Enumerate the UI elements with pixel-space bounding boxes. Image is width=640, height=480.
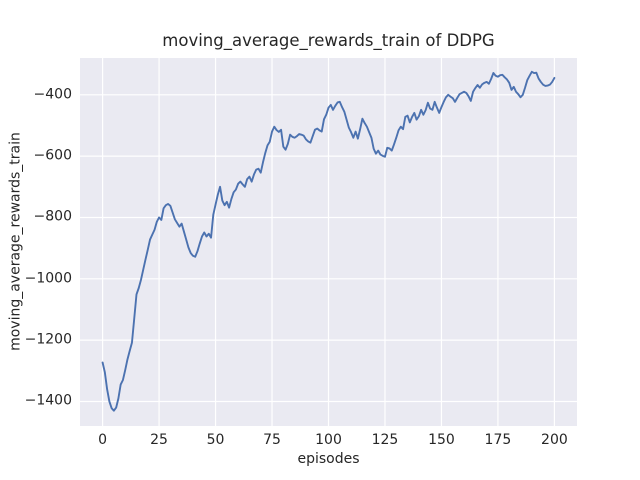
x-tick-label: 0	[98, 432, 108, 448]
chart-title: moving_average_rewards_train of DDPG	[162, 31, 495, 50]
y-axis-label: moving_average_rewards_train	[7, 132, 24, 351]
y-tick-label: −1200	[24, 331, 72, 348]
x-tick-label: 125	[371, 432, 399, 448]
x-tick-label: 100	[315, 432, 342, 448]
data-line	[101, 70, 556, 412]
y-tick-label: −1400	[24, 392, 72, 409]
y-tick-label: −400	[33, 86, 72, 103]
x-tick-label: 25	[150, 432, 168, 448]
x-tick-label: 150	[428, 432, 455, 448]
x-tick-label: 50	[206, 432, 225, 448]
plot-area	[80, 58, 577, 426]
x-tick-label: 175	[484, 432, 512, 448]
y-tick-label: −800	[33, 208, 72, 225]
y-tick-label: −1000	[24, 270, 72, 287]
x-axis-label: episodes	[297, 451, 360, 467]
x-tick-label: 200	[541, 432, 568, 448]
x-tick-label: 75	[263, 432, 281, 448]
y-tick-label: −600	[33, 147, 72, 164]
